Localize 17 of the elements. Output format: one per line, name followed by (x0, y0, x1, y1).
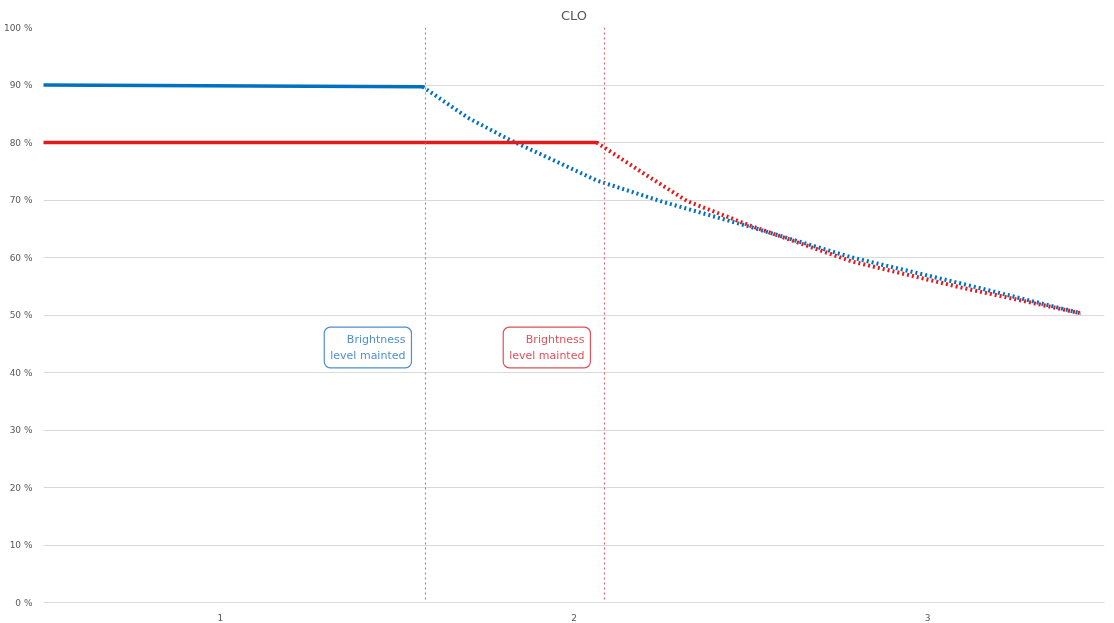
y-tick-label: 10 % (9, 540, 33, 550)
y-tick-label: 40 % (9, 367, 33, 378)
y-tick-label: 50 % (9, 310, 33, 320)
y-tick-label: 60 % (9, 252, 33, 263)
y-tick-label: 100 % (3, 22, 33, 33)
y-tick-label: 30 % (9, 425, 33, 435)
x-tick-label: 3 (924, 612, 931, 623)
y-tick-label: 0 % (15, 597, 33, 608)
annotation: Brightness level mainted (330, 333, 406, 362)
x-tick-label: 2 (571, 612, 577, 623)
y-tick-label: 70 % (9, 195, 33, 205)
chart-title: CLO (560, 7, 588, 23)
y-tick-label: 20 % (9, 482, 33, 493)
x-tick-label: 1 (217, 612, 224, 623)
y-tick-label: 80 % (9, 137, 33, 148)
annotation: Brightness level mainted (509, 333, 585, 362)
y-tick-label: 90 % (9, 80, 33, 90)
